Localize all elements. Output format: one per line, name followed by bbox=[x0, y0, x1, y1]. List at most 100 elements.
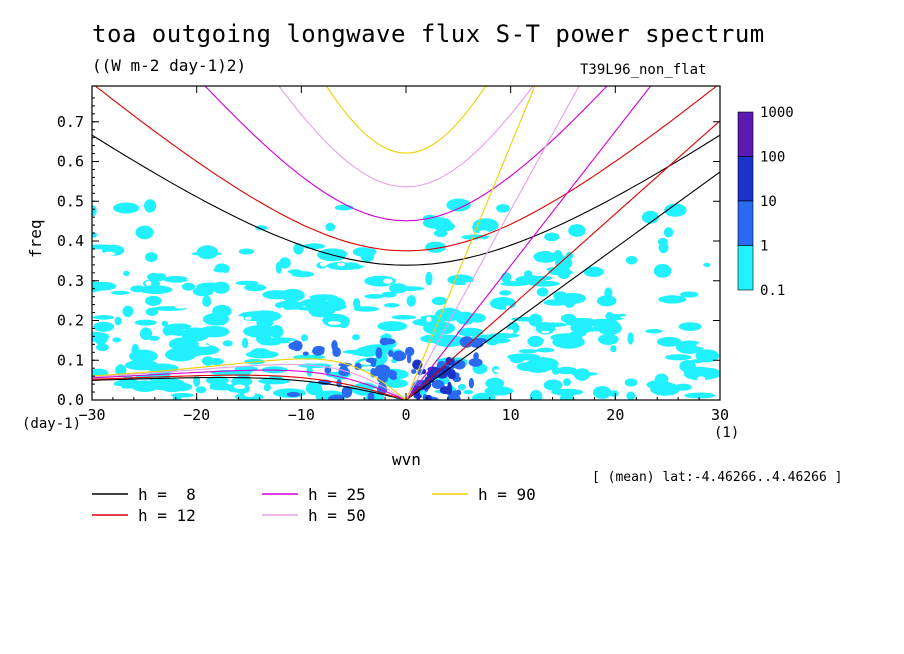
contour-blob-low bbox=[303, 243, 325, 250]
contour-gap bbox=[93, 310, 106, 316]
contour-blob-low bbox=[113, 379, 143, 389]
contour-blob-low bbox=[431, 296, 448, 306]
contour-blob-low bbox=[139, 327, 153, 341]
contour-blob-low bbox=[703, 262, 711, 267]
contour-blob-low bbox=[535, 322, 556, 335]
contour-blob-low bbox=[301, 334, 308, 342]
contour-blob-low bbox=[536, 287, 549, 297]
contour-blob-low bbox=[377, 321, 408, 332]
contour-gap bbox=[697, 376, 706, 382]
contour-blob-low bbox=[664, 203, 687, 217]
x-tick-label: −20 bbox=[183, 406, 210, 424]
contour-gap bbox=[337, 262, 345, 267]
contour-blob-low bbox=[170, 392, 194, 398]
contour-blob-low bbox=[268, 375, 283, 382]
contour-blob-low bbox=[529, 389, 543, 400]
contour-blob-low bbox=[597, 322, 623, 335]
legend-label: h = 50 bbox=[308, 506, 366, 525]
contour-blob-low bbox=[463, 389, 474, 395]
rossby-curve bbox=[92, 376, 407, 400]
contour-blob-low bbox=[518, 349, 538, 354]
contour-blob-low bbox=[263, 383, 271, 392]
contour-gap bbox=[102, 262, 109, 268]
contour-blob-mid bbox=[431, 379, 445, 389]
contour-blob-low bbox=[468, 313, 486, 323]
contour-gap bbox=[514, 307, 521, 310]
contour-gap bbox=[127, 262, 138, 265]
contour-blob-mid bbox=[373, 367, 385, 377]
contour-blob-mid bbox=[468, 377, 474, 389]
contour-blob-low bbox=[596, 295, 617, 307]
contour-blob-low bbox=[425, 271, 433, 286]
contour-gap bbox=[494, 369, 501, 373]
contour-gap bbox=[195, 306, 210, 311]
contour-blob-mid bbox=[367, 392, 375, 400]
contour-blob-low bbox=[656, 336, 682, 347]
contour-blob-low bbox=[255, 225, 268, 231]
contour-blob-low bbox=[346, 385, 375, 392]
contour-blob-low bbox=[92, 315, 115, 320]
contour-gap bbox=[244, 392, 256, 397]
contour-gap bbox=[701, 325, 709, 331]
contour-blob-low bbox=[219, 313, 227, 326]
contour-gap bbox=[554, 278, 561, 282]
contour-blob-low bbox=[665, 354, 692, 361]
contour-gap bbox=[151, 268, 165, 274]
contour-blob-low bbox=[169, 382, 193, 392]
contour-blob-low bbox=[573, 327, 600, 332]
contour-blob-mid bbox=[406, 353, 412, 364]
rossby-curve bbox=[92, 369, 407, 400]
contour-blob-low bbox=[192, 286, 214, 297]
contour-blob-high bbox=[415, 391, 421, 400]
contour-gap bbox=[540, 330, 550, 334]
contour-gap bbox=[506, 329, 514, 334]
contour-gap bbox=[145, 280, 152, 287]
contour-gap bbox=[280, 307, 285, 312]
contour-blob-mid bbox=[473, 352, 479, 361]
contour-blob-low bbox=[135, 225, 154, 240]
contour-blob-low bbox=[384, 303, 400, 308]
contour-blob-low bbox=[645, 329, 663, 334]
contour-blob-low bbox=[592, 386, 612, 399]
contour-gap bbox=[103, 251, 116, 256]
contour-gap bbox=[278, 284, 285, 290]
contour-blob-low bbox=[123, 270, 130, 276]
contour-blob-low bbox=[446, 198, 471, 212]
y-axis-ticks: 0.0 0.1 0.2 0.3 0.4 0.5 0.6 0.7 bbox=[57, 97, 720, 409]
dispersion-curve-layer bbox=[92, 86, 720, 400]
contour-blob-low bbox=[675, 340, 704, 354]
y-tick-label: 0.7 bbox=[57, 113, 84, 131]
gravity-curve bbox=[204, 86, 608, 222]
contour-blob-low bbox=[433, 229, 448, 238]
contour-blob-low bbox=[571, 371, 598, 376]
contour-blob-low bbox=[364, 275, 396, 287]
contour-blob-low bbox=[353, 306, 380, 312]
contour-blob-high bbox=[437, 372, 448, 379]
contour-gap bbox=[709, 306, 715, 310]
kelvin-curve bbox=[405, 86, 536, 400]
contour-blob-mid bbox=[459, 336, 474, 348]
legend-label: h = 12 bbox=[138, 506, 196, 525]
contour-blob-low bbox=[653, 264, 672, 278]
colorbar-swatch bbox=[737, 111, 754, 157]
contour-gap bbox=[165, 335, 180, 339]
contour-blob-low bbox=[678, 322, 702, 331]
contour-blob-low bbox=[130, 285, 146, 293]
contour-blob-low bbox=[360, 249, 375, 263]
contour-blob-low bbox=[625, 255, 638, 265]
legend-label: h = 25 bbox=[308, 485, 366, 504]
contour-blob-low bbox=[663, 227, 674, 238]
contour-blob-low bbox=[279, 257, 291, 269]
contour-blob-mid bbox=[302, 351, 309, 356]
contour-blob-low bbox=[145, 307, 159, 316]
contour-blob-low bbox=[457, 327, 484, 337]
y-tick-label: 0.4 bbox=[57, 232, 84, 250]
contour-blob-high bbox=[447, 384, 453, 395]
contour-blob-low bbox=[679, 360, 696, 373]
contour-blob-low bbox=[516, 362, 538, 371]
contour-blob-low bbox=[138, 285, 173, 295]
contour-blob-low bbox=[560, 392, 570, 400]
contour-blob-low bbox=[695, 349, 720, 363]
contour-blob-low bbox=[364, 294, 385, 299]
run-label: T39L96_non_flat bbox=[580, 62, 707, 78]
